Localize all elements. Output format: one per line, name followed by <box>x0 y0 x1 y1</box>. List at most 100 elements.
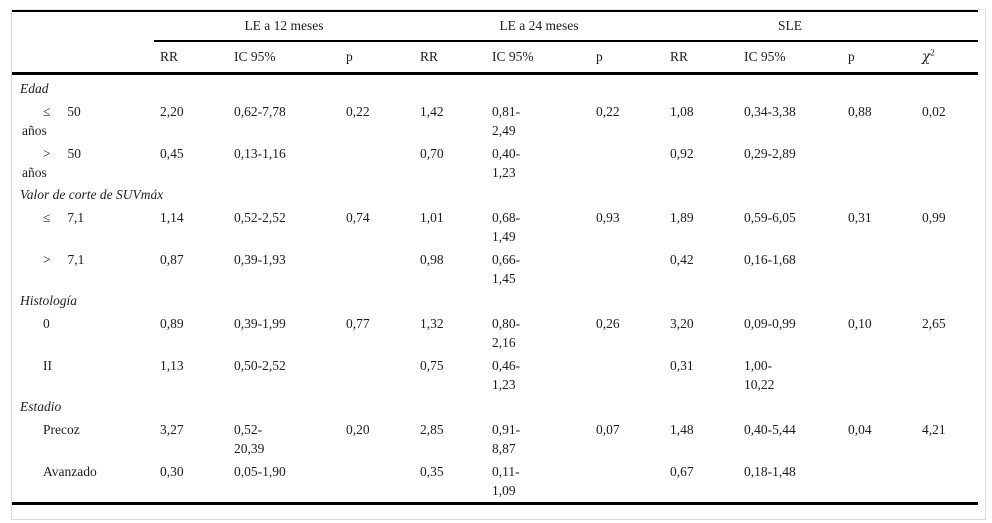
group-header-row: LE a 12 meses LE a 24 meses SLE <box>12 12 978 40</box>
table-row: II 1,13 0,50-2,52 0,75 0,46- 1,23 0,31 1,00- 1… <box>12 354 978 396</box>
cell-p-12m <box>340 460 414 462</box>
cell-rr-24m: 0,35 <box>420 464 444 479</box>
group-sle: SLE <box>777 18 802 33</box>
table-row: > 50 años 0,45 0,13-1,16 0,70 0,40- 1,23 0,92… <box>12 142 978 184</box>
cell-p-12m: 0,74 <box>346 210 370 225</box>
cell-rr-12m: 1,13 <box>160 358 184 373</box>
cell-p-12m <box>340 142 414 144</box>
cell-rr-12m: 0,30 <box>160 464 184 479</box>
cell-rr-12m: 2,20 <box>160 104 184 119</box>
cell-chi2 <box>916 142 978 144</box>
cell-ic-24m: 0,46- 1,23 <box>492 358 521 392</box>
cell-ic-24m: 0,66- 1,45 <box>492 252 521 286</box>
cell-rr-12m: 0,89 <box>160 316 184 331</box>
col-ic-sle: IC 95% <box>744 49 786 64</box>
header-bottom-rule <box>12 72 978 75</box>
table-row: > 7,1 0,87 0,39-1,93 0,98 0,66- 1,45 0,42 0,16… <box>12 248 978 290</box>
cell-ic-12m: 0,50-2,52 <box>234 358 286 373</box>
cell-p-24m <box>590 460 664 462</box>
chi-symbol: χ <box>922 49 931 65</box>
cell-ic-24m: 0,40- 1,23 <box>492 146 521 180</box>
cell-ic-sle: 1,00- 10,22 <box>744 358 775 392</box>
cell-rr-sle: 0,92 <box>670 146 694 161</box>
cell-p-12m: 0,77 <box>346 316 370 331</box>
cell-ic-sle: 0,29-2,89 <box>744 146 796 161</box>
cell-ic-24m: 0,11- 1,09 <box>492 464 520 498</box>
cell-p-24m: 0,93 <box>596 210 620 225</box>
top-rule <box>12 10 978 12</box>
cell-chi2: 0,99 <box>922 210 946 225</box>
cell-ic-24m: 0,81- 2,49 <box>492 104 521 138</box>
cell-chi2: 2,65 <box>922 316 946 331</box>
section-title: Edad <box>20 81 49 96</box>
col-ic-12m: IC 95% <box>234 49 276 64</box>
cell-rr-12m: 0,87 <box>160 252 184 267</box>
cell-ic-24m: 0,91- 8,87 <box>492 422 521 456</box>
cell-rr-sle: 3,20 <box>670 316 694 331</box>
cell-ic-sle: 0,16-1,68 <box>744 252 796 267</box>
col-rr-12m: RR <box>160 49 179 64</box>
table-frame <box>11 9 986 520</box>
row-label: ≤ 7,1 <box>43 210 85 225</box>
cell-rr-sle: 0,67 <box>670 464 694 479</box>
cell-rr-24m: 1,32 <box>420 316 444 331</box>
group-underline <box>154 40 978 42</box>
cell-ic-sle: 0,40-5,44 <box>744 422 796 437</box>
row-label: Precoz <box>43 422 80 437</box>
col-chi-squared: χ2 <box>916 47 978 65</box>
table-body: Edad ≤ 50 años 2,20 0,62-7,78 0,22 1,42 0,81- … <box>12 75 978 502</box>
table-row: Avanzado 0,30 0,05-1,90 0,35 0,11- 1,09 0,67 0… <box>12 460 978 502</box>
cell-chi2 <box>916 248 978 250</box>
cell-ic-24m: 0,68- 1,49 <box>492 210 521 244</box>
cell-p-24m <box>590 248 664 250</box>
cell-ic-12m: 0,52-2,52 <box>234 210 286 225</box>
row-label: > 7,1 <box>43 252 85 267</box>
table-row: ≤ 7,1 1,14 0,52-2,52 0,74 1,01 0,68- 1,49 0,93… <box>12 206 978 248</box>
row-label: ≤ 50 años <box>22 104 81 138</box>
cell-p-12m: 0,20 <box>346 422 370 437</box>
cell-chi2: 4,21 <box>922 422 946 437</box>
row-label: II <box>43 358 52 373</box>
cell-ic-sle: 0,34-3,38 <box>744 104 796 119</box>
cell-rr-sle: 1,08 <box>670 104 694 119</box>
cell-p-24m: 0,26 <box>596 316 620 331</box>
col-p-24m: p <box>596 49 603 64</box>
cell-rr-sle: 0,31 <box>670 358 694 373</box>
cell-ic-12m: 0,39-1,93 <box>234 252 286 267</box>
col-ic-24m: IC 95% <box>492 49 534 64</box>
cell-p-sle <box>842 354 916 356</box>
cell-ic-12m: 0,13-1,16 <box>234 146 286 161</box>
cell-p-24m: 0,07 <box>596 422 620 437</box>
cell-chi2 <box>916 460 978 462</box>
statistics-table: LE a 12 meses LE a 24 meses SLE RR IC 95… <box>12 10 978 505</box>
cell-p-24m <box>590 142 664 144</box>
cell-ic-24m: 0,80- 2,16 <box>492 316 521 350</box>
cell-rr-24m: 0,70 <box>420 146 444 161</box>
cell-rr-sle: 0,42 <box>670 252 694 267</box>
cell-rr-24m: 0,75 <box>420 358 444 373</box>
cell-rr-sle: 1,48 <box>670 422 694 437</box>
table-row: Precoz 3,27 0,52- 20,39 0,20 2,85 0,91- 8,87 0… <box>12 418 978 460</box>
cell-rr-12m: 3,27 <box>160 422 184 437</box>
cell-p-sle: 0,31 <box>848 210 872 225</box>
row-label: Avanzado <box>43 464 97 479</box>
cell-rr-24m: 1,42 <box>420 104 444 119</box>
row-label: 0 <box>43 316 50 331</box>
section-title: Estadio <box>20 399 62 414</box>
cell-ic-sle: 0,18-1,48 <box>744 464 796 479</box>
section-title: Valor de corte de SUVmáx <box>20 187 164 202</box>
group-le-12m: LE a 12 meses <box>244 18 324 33</box>
cell-rr-24m: 2,85 <box>420 422 444 437</box>
cell-p-24m <box>590 354 664 356</box>
section-title: Histología <box>20 293 78 308</box>
col-p-12m: p <box>346 49 353 64</box>
chi-exponent: 2 <box>930 47 935 58</box>
cell-ic-12m: 0,39-1,99 <box>234 316 286 331</box>
group-le-24m: LE a 24 meses <box>499 18 579 33</box>
cell-ic-12m: 0,62-7,78 <box>234 104 286 119</box>
cell-rr-sle: 1,89 <box>670 210 694 225</box>
table-row: 0 0,89 0,39-1,99 0,77 1,32 0,80- 2,16 0,26 3,20… <box>12 312 978 354</box>
col-p-sle: p <box>848 49 855 64</box>
table-row: ≤ 50 años 2,20 0,62-7,78 0,22 1,42 0,81- 2,49… <box>12 100 978 142</box>
